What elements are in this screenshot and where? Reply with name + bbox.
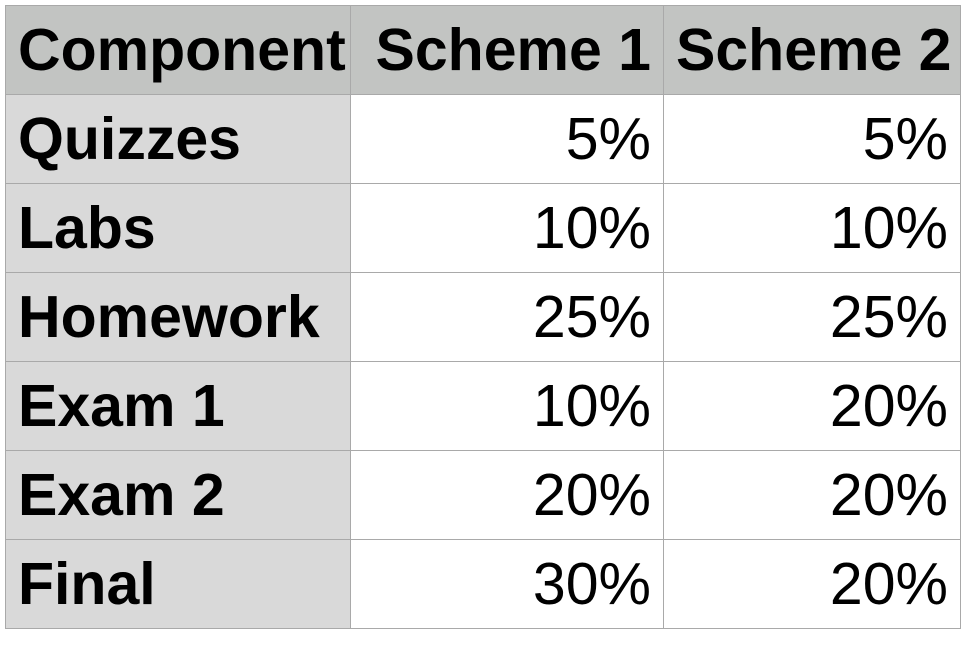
cell-scheme-1: 10% (350, 183, 664, 273)
cell-scheme-1: 10% (350, 361, 664, 451)
row-label-component: Homework (5, 272, 351, 362)
table-header: Component Scheme 1 Scheme 2 (5, 5, 961, 95)
column-header-component: Component (5, 5, 351, 95)
cell-scheme-1: 20% (350, 450, 664, 540)
row-label-component: Exam 2 (5, 450, 351, 540)
cell-scheme-2: 20% (663, 539, 961, 629)
table-row: Final 30% 20% (5, 539, 961, 629)
column-header-scheme-2: Scheme 2 (663, 5, 961, 95)
cell-scheme-1: 25% (350, 272, 664, 362)
row-label-component: Exam 1 (5, 361, 351, 451)
table-row: Labs 10% 10% (5, 183, 961, 273)
table-body: Quizzes 5% 5% Labs 10% 10% Homework 25% … (5, 94, 961, 629)
table-row: Exam 1 10% 20% (5, 361, 961, 451)
cell-scheme-2: 20% (663, 450, 961, 540)
cell-scheme-2: 10% (663, 183, 961, 273)
cell-scheme-2: 25% (663, 272, 961, 362)
table-row: Quizzes 5% 5% (5, 94, 961, 184)
header-row: Component Scheme 1 Scheme 2 (5, 5, 961, 95)
table-row: Exam 2 20% 20% (5, 450, 961, 540)
row-label-component: Final (5, 539, 351, 629)
cell-scheme-2: 5% (663, 94, 961, 184)
row-label-component: Quizzes (5, 94, 351, 184)
table-row: Homework 25% 25% (5, 272, 961, 362)
grading-scheme-table: Component Scheme 1 Scheme 2 Quizzes 5% 5… (5, 5, 961, 629)
row-label-component: Labs (5, 183, 351, 273)
cell-scheme-1: 5% (350, 94, 664, 184)
cell-scheme-2: 20% (663, 361, 961, 451)
column-header-scheme-1: Scheme 1 (350, 5, 664, 95)
cell-scheme-1: 30% (350, 539, 664, 629)
